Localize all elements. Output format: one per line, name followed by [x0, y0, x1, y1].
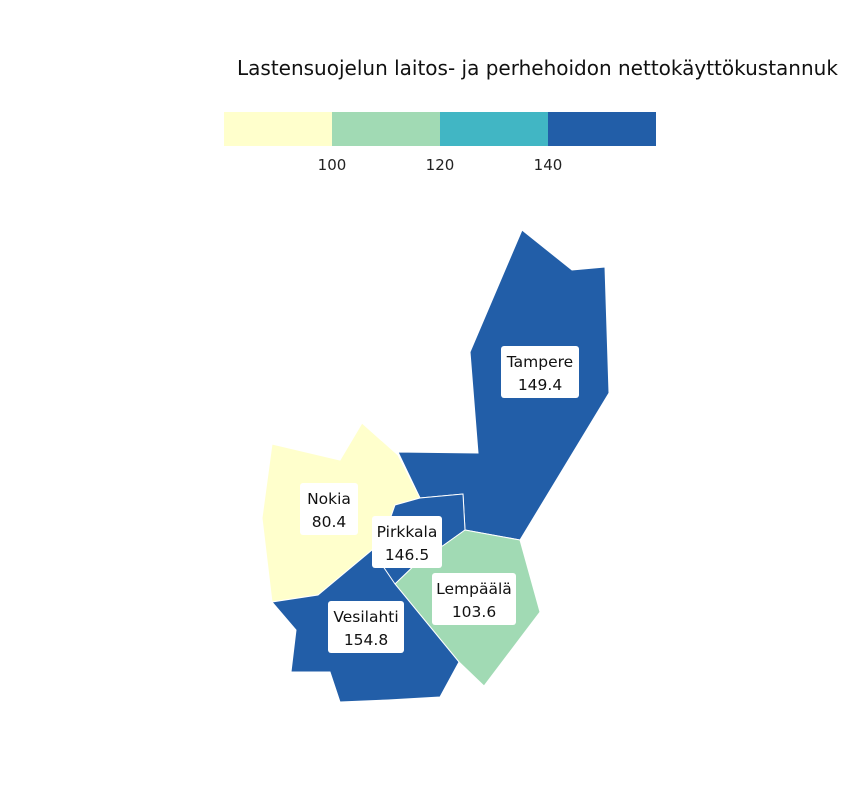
label-tampere-value: 149.4	[518, 376, 562, 394]
label-tampere-box	[501, 346, 579, 398]
label-pirkkala-value: 146.5	[385, 546, 429, 564]
label-pirkkala-box	[372, 516, 442, 568]
label-lempaala-value: 103.6	[452, 603, 496, 621]
label-lempaala: Lempäälä 103.6	[432, 573, 516, 625]
label-vesilahti-box	[328, 601, 404, 653]
label-nokia-value: 80.4	[312, 513, 347, 531]
label-nokia-name: Nokia	[307, 490, 351, 508]
label-vesilahti-value: 154.8	[344, 631, 388, 649]
label-pirkkala-name: Pirkkala	[377, 523, 438, 541]
label-vesilahti: Vesilahti 154.8	[328, 601, 404, 653]
regions	[261, 229, 610, 703]
label-lempaala-box	[432, 573, 516, 625]
label-vesilahti-name: Vesilahti	[333, 608, 398, 626]
label-lempaala-name: Lempäälä	[436, 580, 512, 598]
legend-swatch-2	[332, 112, 440, 146]
legend-tick-120: 120	[426, 156, 455, 174]
color-legend: 100 120 140	[224, 112, 656, 174]
legend-swatch-3	[440, 112, 548, 146]
legend-swatch-1	[224, 112, 332, 146]
legend-swatch-4	[548, 112, 656, 146]
label-nokia-box	[300, 483, 358, 535]
map-title: Lastensuojelun laitos- ja perhehoidon ne…	[237, 56, 838, 80]
legend-tick-100: 100	[318, 156, 347, 174]
label-tampere: Tampere 149.4	[501, 346, 579, 398]
label-tampere-name: Tampere	[506, 353, 573, 371]
legend-tick-140: 140	[534, 156, 563, 174]
region-labels: Tampere 149.4 Nokia 80.4 Pirkkala 146.5 …	[300, 346, 579, 653]
label-nokia: Nokia 80.4	[300, 483, 358, 535]
label-pirkkala: Pirkkala 146.5	[372, 516, 442, 568]
